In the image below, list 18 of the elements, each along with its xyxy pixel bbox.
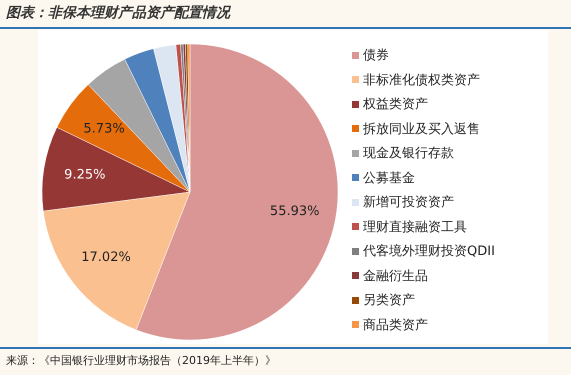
legend-label: 现金及银行存款: [363, 145, 454, 162]
legend-label: 金融衍生品: [363, 268, 428, 285]
legend-label: 理财直接融资工具: [363, 218, 467, 236]
source-note: 来源：《中国银行业理财市场报告（2019年上半年）》: [6, 353, 276, 368]
data-label: 17.02%: [81, 250, 131, 266]
legend-label: 债券: [363, 47, 389, 64]
data-label: 5.73%: [83, 122, 125, 137]
data-label: 55.93%: [270, 204, 320, 220]
chart-title: 图表：非保本理财产品资产配置情况: [6, 4, 230, 22]
data-label: 9.25%: [64, 167, 106, 182]
legend-label: 拆放同业及买入返售: [363, 120, 480, 138]
legend-label: 另类资产: [363, 292, 415, 310]
legend-label: 非标准化债权类资产: [363, 72, 480, 89]
legend-label: 权益类资产: [363, 96, 428, 114]
legend-label: 公募基金: [363, 170, 415, 187]
legend-label: 商品类资产: [363, 316, 428, 334]
legend-label: 新增可投资资产: [363, 194, 454, 212]
legend-label: 代客境外理财投资QDII: [363, 243, 495, 260]
